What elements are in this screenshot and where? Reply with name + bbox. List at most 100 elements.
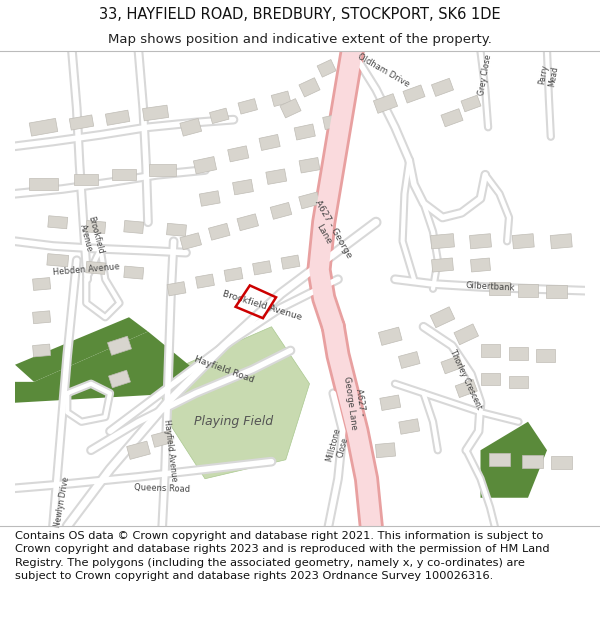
Bar <box>299 78 320 97</box>
Bar <box>32 278 50 291</box>
Polygon shape <box>162 327 310 479</box>
Bar <box>227 146 249 162</box>
Bar <box>470 234 491 249</box>
Text: Newlyn Drive: Newlyn Drive <box>53 476 71 529</box>
Bar <box>299 192 320 209</box>
Bar <box>379 327 402 346</box>
Bar <box>47 254 68 267</box>
Bar <box>489 282 510 296</box>
Bar <box>398 352 420 368</box>
Bar <box>127 441 151 459</box>
Bar <box>224 268 243 282</box>
Bar <box>143 105 169 121</box>
Bar <box>489 453 510 466</box>
Bar <box>431 78 454 96</box>
Bar <box>209 108 229 124</box>
Bar <box>536 349 554 362</box>
Bar <box>69 115 94 130</box>
Bar <box>461 95 481 112</box>
Bar <box>281 255 300 269</box>
Bar <box>481 373 500 385</box>
Bar <box>86 261 106 274</box>
Bar <box>124 221 144 234</box>
Bar <box>441 109 463 127</box>
Bar <box>124 266 144 279</box>
Bar <box>470 258 491 272</box>
Text: Brookfield Avenue: Brookfield Avenue <box>221 289 303 322</box>
Bar <box>509 347 528 360</box>
Bar <box>294 124 316 140</box>
Bar <box>403 85 425 103</box>
Text: Map shows position and indicative extent of the property.: Map shows position and indicative extent… <box>108 34 492 46</box>
Bar <box>270 202 292 219</box>
Bar <box>380 395 401 411</box>
Bar <box>271 91 291 106</box>
Text: Thorley Crescent: Thorley Crescent <box>448 348 484 410</box>
Text: Queens Road: Queens Road <box>134 482 190 494</box>
Bar <box>431 258 454 272</box>
Bar <box>193 157 217 174</box>
Text: Hebden Avenue: Hebden Avenue <box>52 262 120 277</box>
Bar <box>208 223 230 240</box>
Text: Hayfield Road: Hayfield Road <box>193 354 255 384</box>
Polygon shape <box>481 422 547 498</box>
Text: Parry
Mead: Parry Mead <box>538 63 560 87</box>
Bar <box>266 169 287 184</box>
Bar <box>253 261 271 275</box>
Bar <box>481 344 500 357</box>
Bar <box>107 336 131 355</box>
Bar <box>74 174 98 185</box>
Bar <box>180 233 202 249</box>
Bar <box>167 223 187 236</box>
Bar <box>522 455 543 468</box>
Bar <box>29 178 58 191</box>
Text: A627 -
George Lane: A627 - George Lane <box>342 375 368 431</box>
Text: Oldham Drive: Oldham Drive <box>356 52 411 89</box>
Text: Hayfield Avenue: Hayfield Avenue <box>161 419 178 482</box>
Bar <box>518 284 538 298</box>
Bar <box>106 110 130 126</box>
Bar <box>151 431 173 447</box>
Bar <box>48 216 68 229</box>
Bar <box>196 274 214 288</box>
Text: A627 - George
Lane: A627 - George Lane <box>304 199 353 265</box>
Bar <box>109 370 130 388</box>
Text: Millstone
Close: Millstone Close <box>324 426 352 465</box>
Bar <box>323 114 344 129</box>
Bar <box>32 311 50 324</box>
Bar <box>149 164 176 176</box>
Bar <box>454 324 479 345</box>
Bar <box>399 419 419 434</box>
Bar <box>376 442 395 458</box>
Bar <box>317 59 336 77</box>
Bar <box>237 214 259 231</box>
Text: Grey Close: Grey Close <box>477 54 493 96</box>
Bar <box>441 356 463 374</box>
Bar <box>509 376 528 388</box>
Bar <box>512 234 534 249</box>
Text: 33, HAYFIELD ROAD, BREDBURY, STOCKPORT, SK6 1DE: 33, HAYFIELD ROAD, BREDBURY, STOCKPORT, … <box>99 7 501 22</box>
Bar <box>180 118 202 136</box>
Bar <box>280 99 301 118</box>
Bar <box>112 169 136 181</box>
Bar <box>550 234 572 249</box>
Bar <box>551 456 572 469</box>
Bar <box>455 379 477 398</box>
Text: Contains OS data © Crown copyright and database right 2021. This information is : Contains OS data © Crown copyright and d… <box>15 531 550 581</box>
Bar <box>238 99 257 114</box>
Bar <box>32 344 50 357</box>
Bar <box>233 179 253 195</box>
Bar <box>431 234 454 249</box>
Bar <box>430 307 455 328</box>
Bar <box>199 191 220 206</box>
Text: Brookfield
Avenue: Brookfield Avenue <box>77 215 106 258</box>
Bar <box>259 134 280 151</box>
Polygon shape <box>15 331 200 402</box>
Bar <box>167 282 186 296</box>
Bar <box>86 221 106 234</box>
Bar <box>29 118 58 136</box>
Bar <box>299 158 320 173</box>
Text: Playing Field: Playing Field <box>194 415 273 428</box>
Polygon shape <box>15 318 148 382</box>
Bar <box>546 285 567 298</box>
